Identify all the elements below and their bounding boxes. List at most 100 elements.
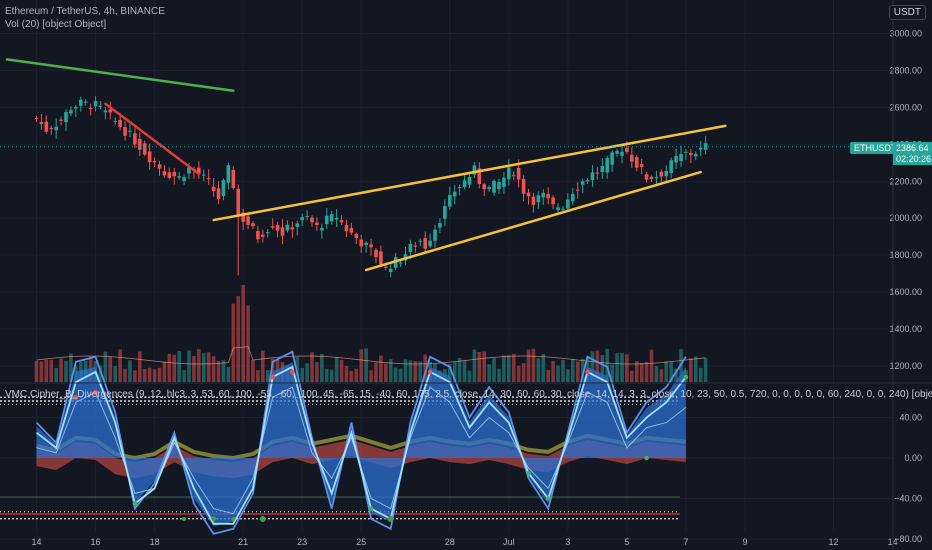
trendlines bbox=[5, 58, 727, 272]
candle-body bbox=[590, 172, 595, 181]
candle-body bbox=[693, 153, 698, 157]
symbol-legend[interactable]: Ethereum / TetherUS, 4h, BINANCE bbox=[5, 6, 165, 17]
volume-bar bbox=[393, 367, 398, 382]
volume-bar bbox=[192, 355, 196, 382]
volume-bar bbox=[452, 361, 457, 382]
time-tick-label: 12 bbox=[829, 537, 839, 547]
volume-bar bbox=[142, 368, 147, 382]
signal-dot bbox=[368, 506, 374, 511]
volume-bar bbox=[379, 355, 383, 382]
volume-bar bbox=[502, 355, 506, 382]
candle-body bbox=[231, 169, 236, 189]
price-tick-label: 2800.00 bbox=[889, 65, 922, 75]
candle-body bbox=[664, 171, 669, 177]
volume-bar bbox=[241, 285, 245, 382]
candle-body bbox=[93, 100, 98, 107]
candle-body bbox=[34, 117, 39, 119]
volume-bar bbox=[492, 358, 496, 382]
candle-body bbox=[703, 143, 708, 150]
candle-body bbox=[649, 176, 654, 179]
candle-body bbox=[674, 156, 678, 163]
volume-bar bbox=[138, 351, 142, 382]
time-tick-label: 7 bbox=[683, 537, 688, 547]
bottom-signal-dot bbox=[387, 516, 394, 522]
signal-dot bbox=[73, 394, 79, 400]
volume-bar bbox=[201, 353, 206, 382]
signal-dot bbox=[585, 369, 590, 375]
oscillator-pane bbox=[0, 350, 689, 535]
candle-body bbox=[285, 224, 290, 231]
candle-body bbox=[689, 152, 693, 156]
volume-bar bbox=[157, 367, 162, 382]
money-flow-line bbox=[36, 386, 687, 515]
candle-body bbox=[329, 214, 334, 222]
candle-body bbox=[201, 174, 206, 176]
volume-bar bbox=[497, 368, 501, 382]
trendline-descending-resistance bbox=[5, 58, 235, 93]
volume-bar bbox=[59, 358, 63, 382]
candle-body bbox=[511, 175, 516, 177]
signal-dot bbox=[683, 374, 689, 380]
volume-bar bbox=[541, 354, 546, 382]
candle-body bbox=[39, 121, 44, 124]
candle-body bbox=[472, 165, 477, 175]
candle-body bbox=[423, 238, 427, 249]
wavetrend-line-2 bbox=[35, 365, 687, 525]
price-tick-label: 2200.00 bbox=[889, 176, 922, 186]
currency-button[interactable]: USDT bbox=[888, 5, 926, 20]
signal-dot bbox=[545, 496, 551, 501]
time-tick-label: 3 bbox=[565, 537, 570, 547]
candle-body bbox=[118, 120, 122, 127]
volume-bar bbox=[487, 364, 491, 382]
volume-bar bbox=[270, 358, 275, 382]
volume-bar bbox=[600, 355, 605, 382]
candle-body bbox=[507, 167, 511, 180]
volume-bar bbox=[310, 352, 314, 382]
candle-body bbox=[585, 180, 590, 182]
volume-bar bbox=[620, 352, 624, 382]
candle-body bbox=[447, 195, 452, 207]
time-tick-label: 25 bbox=[356, 537, 366, 547]
volume-bar bbox=[315, 362, 319, 382]
last-price-badge: 2386.64 bbox=[893, 142, 932, 154]
volume-bar bbox=[216, 360, 221, 382]
candle-body bbox=[324, 215, 329, 225]
candle-body bbox=[462, 180, 467, 188]
candle-body bbox=[256, 231, 260, 240]
volume-bar bbox=[482, 351, 487, 382]
price-axis: 1200.00 1400.00 1600.00 1800.00 2000.00 2200.… bbox=[889, 29, 922, 372]
time-tick-label: 23 bbox=[297, 537, 307, 547]
osc-tick-label: −80.00 bbox=[894, 534, 922, 544]
volume-bar bbox=[462, 360, 467, 382]
volume-bar bbox=[329, 369, 334, 382]
volume-bar bbox=[305, 363, 309, 382]
signal-dot bbox=[132, 501, 138, 506]
candle-body bbox=[315, 222, 319, 225]
candle-body bbox=[388, 268, 393, 272]
candle-body bbox=[679, 153, 683, 161]
volume-bar bbox=[561, 359, 565, 382]
candle-body bbox=[354, 233, 359, 239]
volume-bar bbox=[34, 360, 39, 382]
volume-bar bbox=[467, 370, 472, 382]
candle-body bbox=[295, 223, 300, 228]
candle-body bbox=[157, 164, 162, 169]
volume-bar bbox=[64, 360, 68, 382]
volume-bar bbox=[167, 353, 172, 382]
bottom-signal-dot bbox=[182, 517, 187, 521]
volume-bar bbox=[531, 348, 536, 382]
candle-body bbox=[305, 216, 309, 218]
candle-body bbox=[152, 160, 157, 163]
price-tick-label: 2000.00 bbox=[889, 213, 922, 223]
indicator-legend[interactable]: VMC Cipher_B_Divergences (9, 12, hlc3, 3… bbox=[5, 389, 932, 400]
volume-bar bbox=[644, 361, 649, 382]
candle-body bbox=[625, 147, 629, 153]
volume-legend[interactable]: Vol (20) [object Object] bbox=[5, 19, 107, 30]
candle-body bbox=[610, 152, 614, 165]
candle-body bbox=[221, 180, 226, 197]
candle-body bbox=[265, 232, 270, 234]
volume-ma-line bbox=[36, 346, 706, 365]
candle-body bbox=[669, 160, 673, 173]
volume-bar bbox=[556, 365, 560, 382]
